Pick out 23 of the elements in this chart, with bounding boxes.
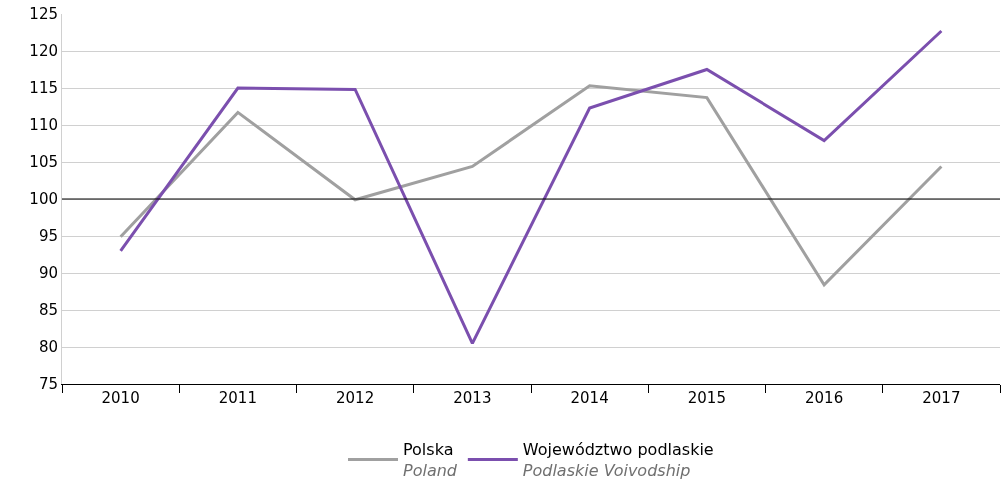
y-tick-label: 90	[38, 264, 58, 283]
y-tick-label: 105	[29, 153, 58, 172]
x-tick-label: 2015	[687, 389, 726, 407]
y-tick-label: 120	[29, 42, 58, 61]
y-tick-label: 100	[29, 190, 58, 209]
legend-label: Województwo podlaskie Podlaskie Voivodship	[522, 440, 714, 481]
y-tick-label: 75	[38, 375, 58, 394]
x-tick-label: 2010	[101, 389, 140, 407]
y-tick-label: 110	[29, 116, 58, 135]
x-tick-label: 2011	[218, 389, 257, 407]
y-tick-label: 80	[38, 338, 58, 357]
x-tick-label: 2017	[922, 389, 961, 407]
line-series	[119, 84, 943, 287]
y-tick-label: 85	[38, 301, 58, 320]
x-tick-label: 2012	[336, 389, 375, 407]
y-tick-label: 125	[29, 5, 58, 24]
line-series	[119, 29, 943, 345]
legend-label: Polska Poland	[403, 440, 458, 481]
x-tick-label: 2016	[805, 389, 844, 407]
y-tick-label: 95	[38, 227, 58, 246]
x-tick-label: 2014	[570, 389, 609, 407]
x-tick-label: 2013	[453, 389, 492, 407]
y-tick-label: 115	[29, 79, 58, 98]
